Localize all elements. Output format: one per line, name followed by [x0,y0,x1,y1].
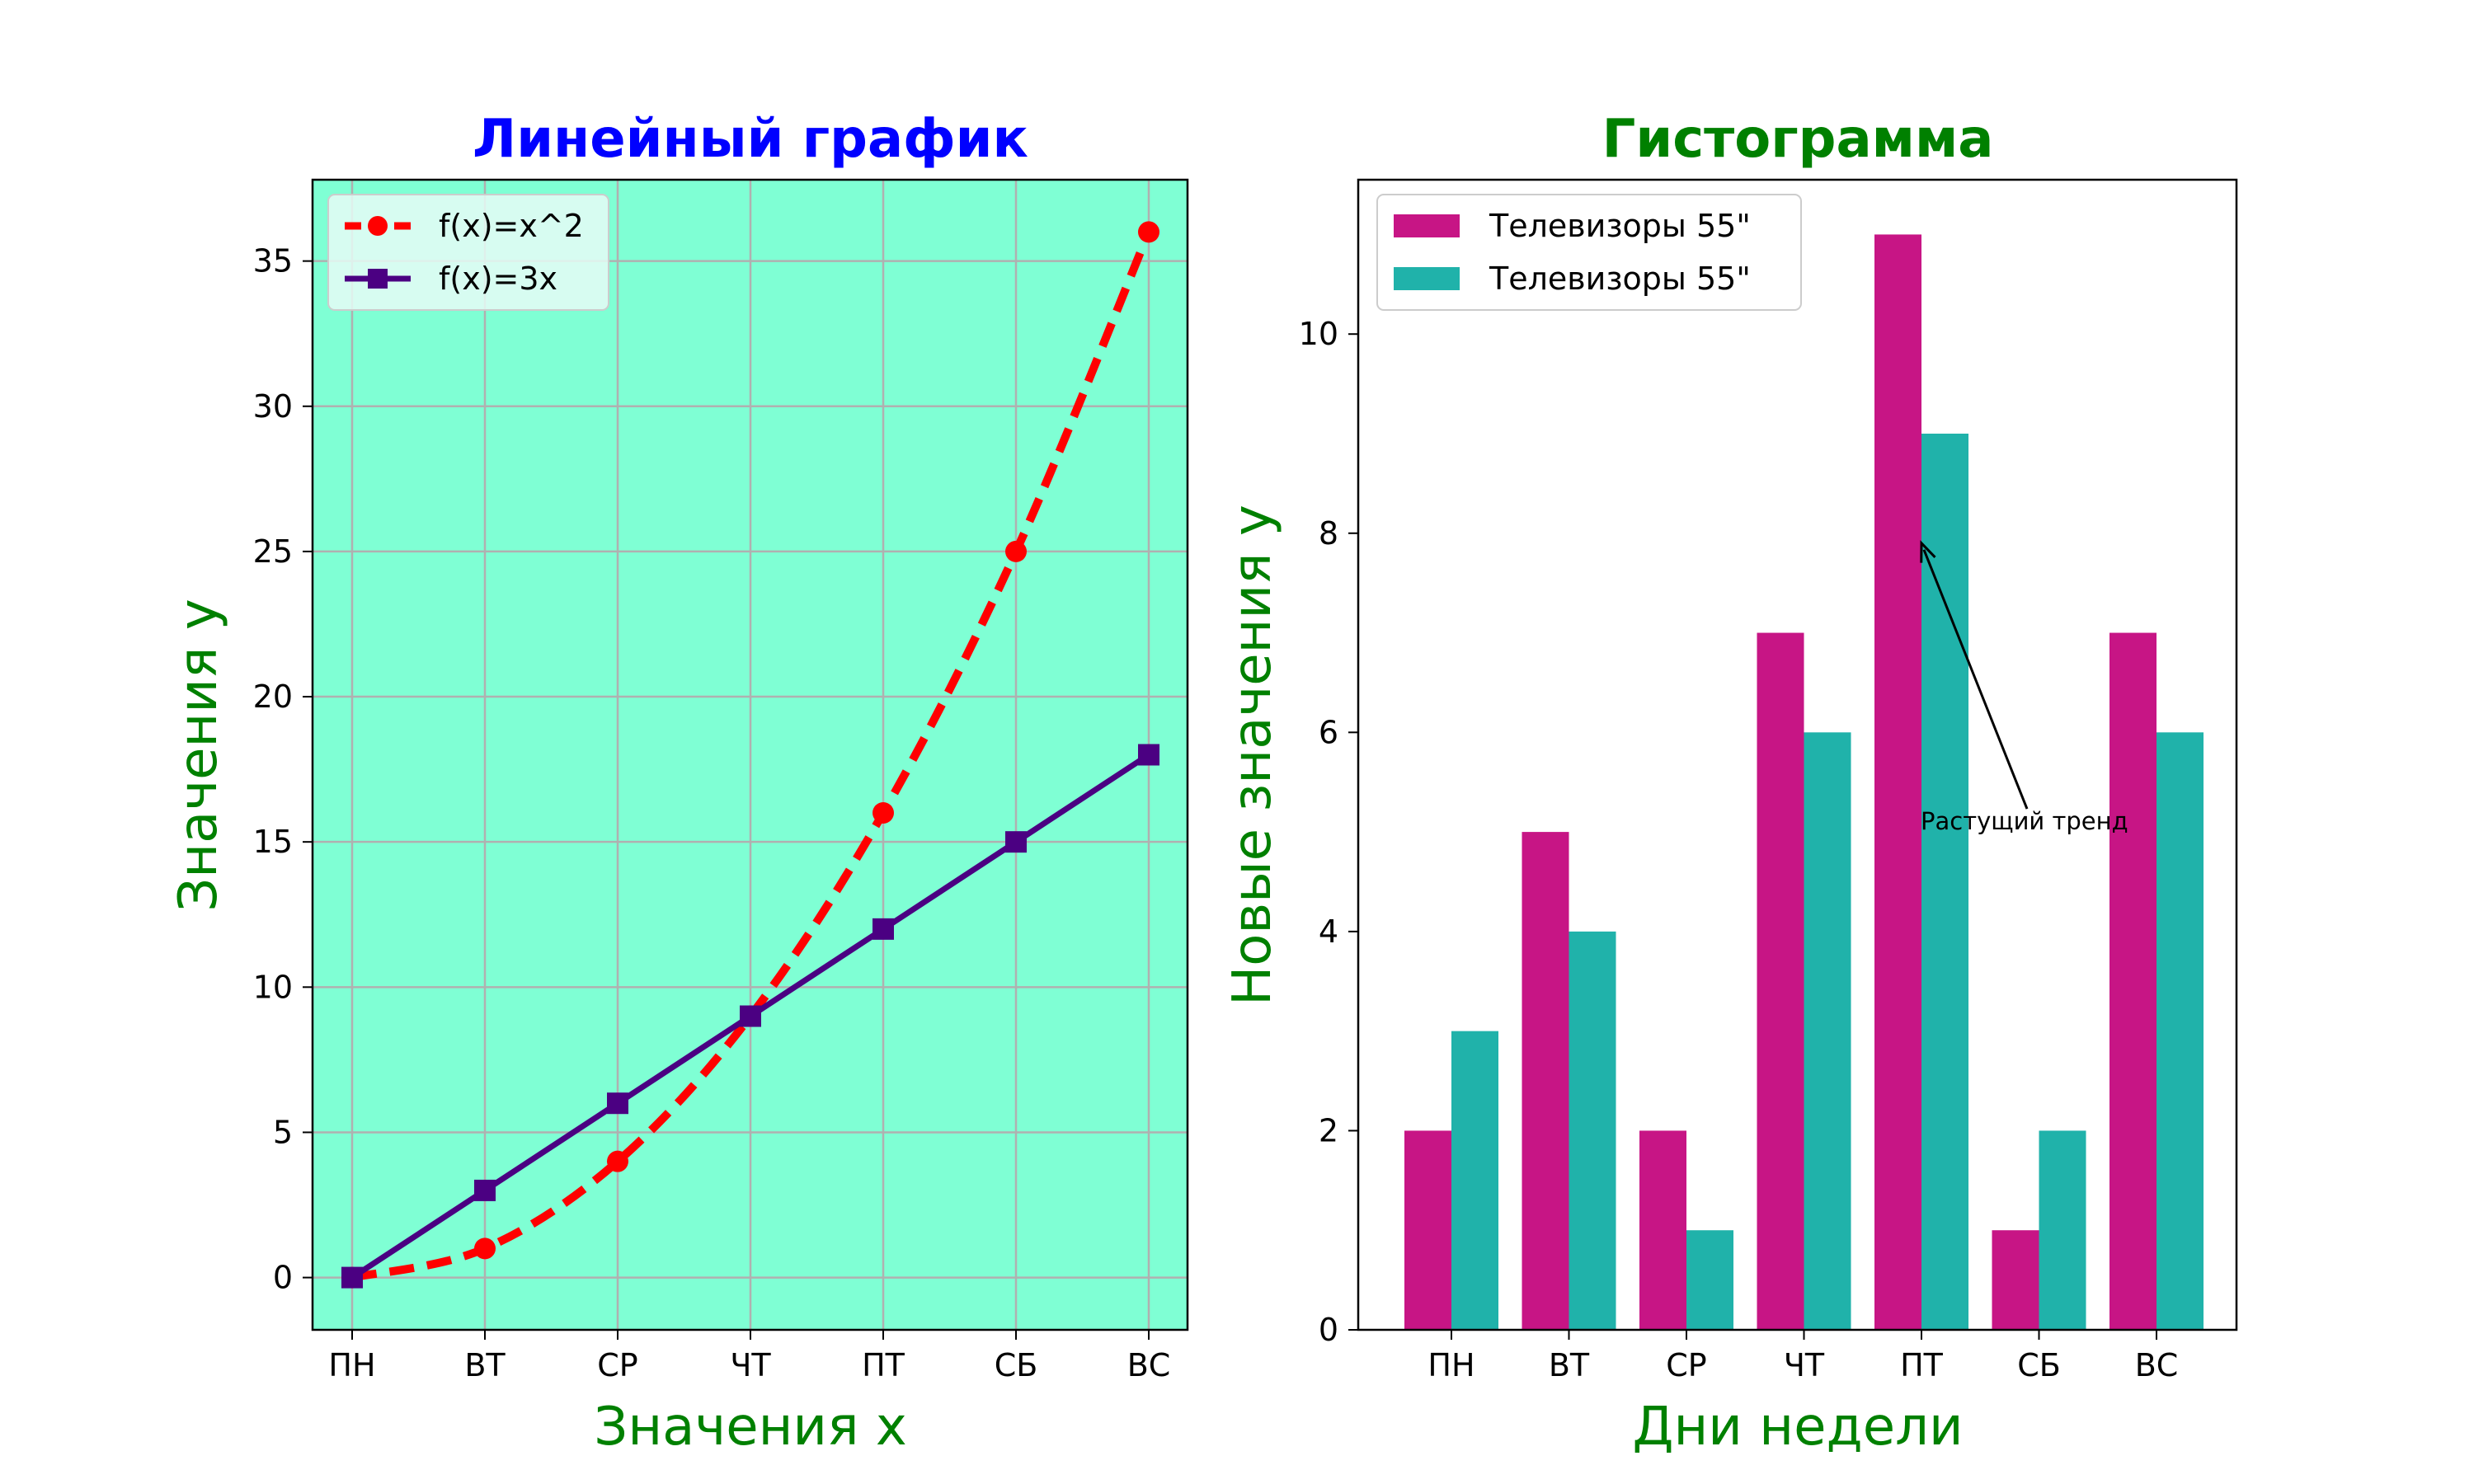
bar-chart-legend-box [1376,194,1802,311]
bar-chart-y-ticks: 0 2 4 6 8 10 [1299,316,1358,1348]
legend-swatch-series-2 [1394,267,1460,290]
x-tick-label: ПТ [1900,1347,1944,1383]
y-tick-label: 20 [253,679,293,715]
bar-chart-x-axis-label: Дни недели [1632,1397,1963,1458]
data-point-square [474,1179,496,1201]
legend-label-3x: f(x)=3x [439,261,557,297]
data-point-square [740,1005,761,1027]
x-tick-label: ВС [2135,1347,2179,1383]
bar-series-1 [1874,234,1921,1330]
y-tick-label: 30 [253,388,293,425]
data-point-square [1138,744,1159,766]
y-tick-label: 6 [1319,714,1338,750]
bar-series-2 [1451,1031,1498,1330]
data-point-square [607,1092,628,1115]
bar-chart-x-ticks: ПН ВТ СР ЧТ ПТ СБ ВС [1427,1330,2178,1383]
line-chart-y-axis-label: Значения y [168,599,229,911]
data-point-square [341,1266,363,1289]
line-chart-grid [313,180,1188,1330]
data-point-circle [1138,221,1159,243]
x-tick-label: ПТ [862,1347,905,1383]
x-tick-label: СБ [2017,1347,2061,1383]
line-chart-legend: f(x)=x^2 f(x)=3x [327,194,609,311]
bar-chart-frame [1357,178,2238,1331]
y-tick-label: 10 [253,969,293,1005]
bar-series-1 [1757,632,1804,1330]
bar-chart-y-axis-label: Новые значения y [1222,505,1283,1006]
line-chart-y-ticks: 0 5 10 15 20 25 30 35 [253,243,313,1296]
legend-marker-circle-icon [368,216,388,236]
y-tick-label: 0 [273,1260,293,1296]
x-tick-label: ПН [328,1347,375,1383]
legend-label-x-squared: f(x)=x^2 [439,208,584,244]
data-point-circle [1005,540,1027,562]
annotation-arrowhead-icon [1920,540,1936,563]
bar-chart: ПН ВТ СР ЧТ ПТ СБ ВС 0 2 4 6 8 10 Гистограмма Дни н… [1222,109,2238,1458]
x-tick-label: ВТ [1549,1347,1590,1383]
annotation-text: Растущий тренд [1921,807,2128,835]
bar-series-2 [1569,931,1616,1330]
series-line-x-squared [350,230,1153,1282]
data-point-square [872,918,894,940]
x-tick-label: СР [597,1347,637,1383]
data-point-circle [607,1150,628,1172]
bar-series-1 [2109,632,2157,1330]
line-chart-title: Линейный график [473,109,1028,170]
x-tick-label: ЧТ [1784,1347,1825,1383]
y-tick-label: 8 [1319,515,1338,552]
bar-chart-bars [1404,234,2204,1330]
y-tick-label: 35 [253,243,293,279]
y-tick-label: 25 [253,533,293,570]
x-tick-label: ЧТ [730,1347,771,1383]
y-tick-label: 10 [1299,316,1338,352]
line-chart: ПН ВТ СР ЧТ ПТ СБ ВС 0 5 10 15 20 25 30 35 Линейный г… [168,109,1189,1458]
y-tick-label: 2 [1319,1112,1338,1148]
data-point-circle [474,1237,496,1260]
x-tick-label: СБ [995,1347,1038,1383]
bar-chart-annotation: Растущий тренд [1920,540,2128,835]
y-tick-label: 5 [273,1114,293,1150]
bar-chart-legend: Телевизоры 55" Телевизоры 55" [1376,194,1802,311]
bar-series-2 [1921,433,1968,1330]
x-tick-label: ВТ [464,1347,506,1383]
bar-chart-title: Гистограмма [1602,109,1994,170]
data-point-square [1005,831,1027,853]
bar-series-1 [1522,832,1569,1330]
x-tick-label: СР [1666,1347,1706,1383]
bar-series-2 [1686,1230,1733,1330]
legend-label-series-2: Телевизоры 55" [1489,261,1751,297]
bar-series-2 [2039,1130,2086,1330]
line-chart-series [341,221,1159,1289]
data-point-circle [872,801,894,824]
bar-series-2 [1804,732,1851,1330]
y-tick-label: 15 [253,824,293,860]
bar-series-2 [2157,732,2204,1330]
x-tick-label: ВС [1127,1347,1171,1383]
legend-marker-square-icon [368,269,388,289]
line-chart-x-ticks: ПН ВТ СР ЧТ ПТ СБ ВС [328,1330,1170,1383]
bar-series-1 [1992,1230,2039,1330]
annotation-arrow-line [1922,549,2029,810]
legend-label-series-1: Телевизоры 55" [1489,208,1751,244]
line-chart-x-axis-label: Значения x [594,1397,906,1458]
x-tick-label: ПН [1427,1347,1475,1383]
bar-series-1 [1639,1130,1686,1330]
y-tick-label: 0 [1319,1312,1338,1348]
bar-series-1 [1404,1130,1451,1330]
legend-swatch-series-1 [1394,214,1460,237]
y-tick-label: 4 [1319,913,1338,950]
